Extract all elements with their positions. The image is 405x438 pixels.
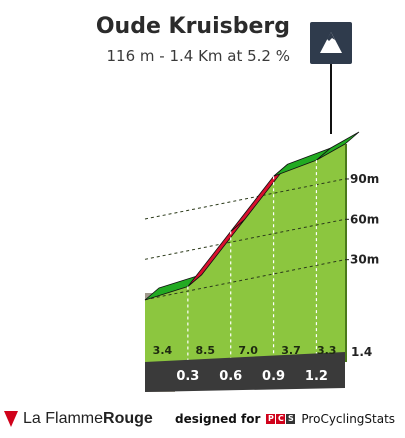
distance-tick-label: 0.9: [262, 369, 285, 384]
gradient-label: 3.7: [281, 344, 301, 357]
pcs-letter: C: [276, 414, 286, 424]
grid-line: [144, 178, 346, 220]
altitude-tick-label: 30m: [350, 253, 379, 267]
climb-subtitle: 116 m - 1.4 Km at 5.2 %: [106, 47, 290, 65]
distance-tick-label: 0.6: [219, 369, 242, 384]
altitude-tick-label: 90m: [350, 172, 379, 186]
pcs-name: ProCyclingStats: [301, 412, 396, 426]
brand-prefix: La Flamme: [23, 410, 104, 427]
distance-tick-label: 1.2: [305, 369, 328, 384]
footer: La Flamme Rouge designed for P C S ProCyc…: [0, 404, 405, 434]
grid-line: [144, 218, 346, 260]
distance-band: [145, 352, 345, 392]
gradient-label: 8.5: [196, 344, 216, 357]
distance-tick-label: 1.4: [351, 345, 372, 359]
gradient-label: 7.0: [238, 344, 258, 357]
brand: La Flamme Rouge: [4, 410, 153, 428]
profile-face: [145, 144, 345, 362]
end-wall: [345, 144, 347, 362]
mountain-icon: [310, 22, 352, 64]
pcs-letter: S: [286, 414, 296, 424]
designed-for-label: designed for: [175, 412, 261, 426]
gradient-label: 3.4: [153, 344, 173, 357]
brand-suffix: Rouge: [103, 410, 153, 427]
segment-surface: [316, 131, 360, 161]
flamme-rouge-icon: [4, 411, 18, 427]
altitude-tick-label: 60m: [350, 212, 379, 226]
pcs-logo-icon: P C S: [266, 414, 296, 424]
gradient-label: 3.3: [317, 344, 337, 357]
distance-tick-label: 0.3: [176, 369, 199, 384]
designed-for: designed for P C S ProCyclingStats: [175, 412, 395, 426]
badge-pointer-line: [330, 64, 332, 134]
climb-title: Oude Kruisberg: [95, 14, 290, 39]
pcs-letter: P: [266, 414, 276, 424]
grid-line: [144, 259, 346, 301]
